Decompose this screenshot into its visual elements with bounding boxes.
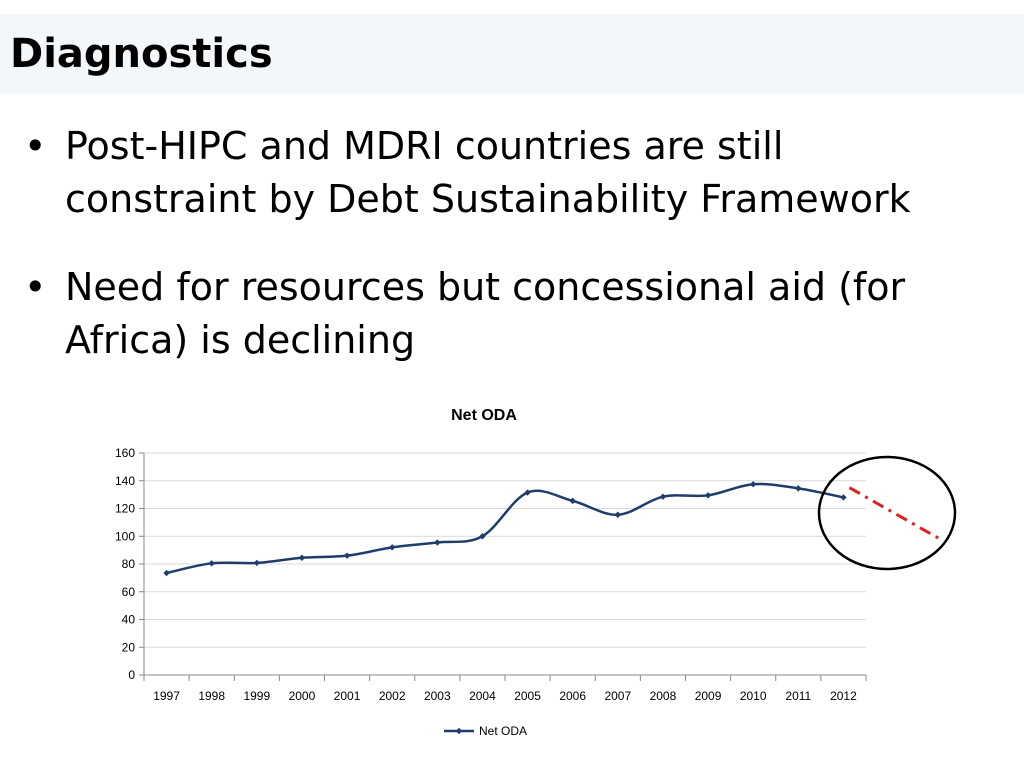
data-point: [569, 497, 576, 505]
data-point: [749, 481, 757, 488]
x-tick-label: 2008: [650, 689, 677, 703]
chart-title: Net ODA: [451, 407, 517, 424]
slide-title: Diagnostics: [10, 31, 273, 77]
x-tick-label: 1999: [243, 689, 270, 703]
y-tick-label: 100: [115, 529, 135, 543]
x-tick-label: 2009: [695, 689, 722, 703]
x-tick-label: 2012: [830, 689, 857, 703]
legend-swatch-marker: [455, 727, 463, 735]
x-tick-label: 2011: [785, 689, 811, 703]
legend-label: Net ODA: [479, 724, 527, 738]
data-point: [253, 559, 261, 567]
x-tick-label: 2000: [289, 689, 316, 703]
y-tick-label: 60: [122, 585, 136, 599]
bullet-list: • Post-HIPC and MDRI countries are still…: [24, 120, 984, 402]
data-point: [208, 560, 215, 567]
y-tick-label: 80: [122, 557, 136, 571]
x-tick-label: 2001: [334, 689, 361, 703]
data-point: [388, 544, 396, 551]
y-tick-label: 140: [115, 474, 135, 488]
title-band: [0, 14, 1024, 94]
data-point: [524, 489, 531, 496]
x-tick-label: 2010: [740, 689, 767, 703]
data-point: [795, 485, 802, 492]
x-tick-label: 2002: [379, 689, 406, 703]
trend-line: [848, 486, 941, 541]
bullet-item: • Need for resources but concessional ai…: [24, 261, 984, 367]
data-point: [163, 569, 170, 577]
y-tick-label: 120: [115, 502, 135, 516]
bullet-text: Need for resources but concessional aid …: [65, 265, 906, 362]
y-tick-label: 40: [122, 613, 136, 627]
bullet-text: Post-HIPC and MDRI countries are still c…: [65, 124, 911, 221]
x-tick-label: 2004: [469, 689, 496, 703]
x-tick-label: 2007: [604, 689, 631, 703]
data-point: [298, 554, 306, 561]
data-point: [434, 539, 441, 546]
x-tick-label: 2006: [559, 689, 586, 703]
x-tick-label: 2003: [424, 689, 451, 703]
data-point: [479, 533, 486, 540]
data-point: [704, 492, 712, 499]
data-point: [840, 494, 847, 501]
data-point: [614, 511, 622, 518]
data-point: [659, 493, 667, 500]
y-tick-label: 0: [128, 668, 135, 682]
bullet-item: • Post-HIPC and MDRI countries are still…: [24, 120, 984, 226]
bullet-dot-icon: •: [24, 124, 47, 168]
y-tick-label: 160: [115, 446, 135, 460]
bullet-dot-icon: •: [24, 265, 47, 309]
y-tick-label: 20: [122, 640, 136, 654]
x-tick-label: 1997: [153, 689, 180, 703]
x-tick-label: 1998: [198, 689, 225, 703]
highlight-circle: [817, 455, 957, 571]
series-line: [166, 482, 844, 575]
x-tick-label: 2005: [514, 689, 541, 703]
data-point: [343, 552, 351, 559]
